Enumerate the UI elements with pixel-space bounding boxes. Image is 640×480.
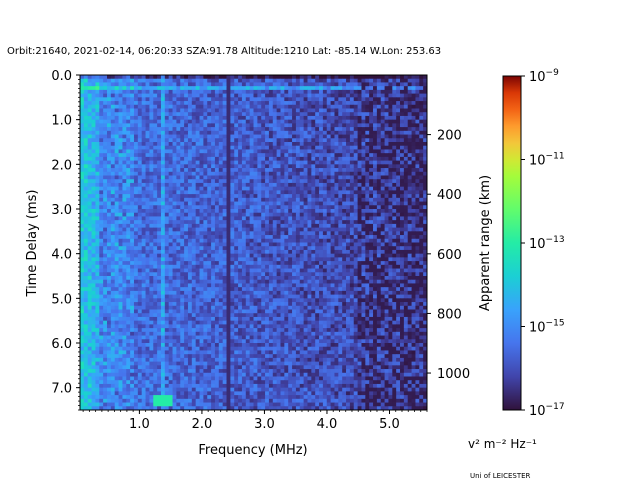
colorbar-unit-label: v² m⁻² Hz⁻¹ xyxy=(468,437,537,451)
colorbar-tick-label: 10−17 xyxy=(529,402,565,419)
x-tick-label: 1.0 xyxy=(129,417,150,432)
chart-title: Orbit:21640, 2021-02-14, 06:20:33 SZA:91… xyxy=(7,46,441,57)
colorbar-tick-label: 10−15 xyxy=(529,319,565,336)
y2-tick-label: 200 xyxy=(437,129,462,144)
y2-tick-label: 600 xyxy=(437,248,462,263)
y-tick-label: 4.0 xyxy=(51,248,72,263)
y-tick-label: 2.0 xyxy=(51,158,72,173)
x-tick-label: 4.0 xyxy=(317,417,338,432)
secondary-y-axis: 200 400 600 800 1000 xyxy=(427,129,470,382)
x-tick-label: 3.0 xyxy=(254,417,275,432)
x-tick-label: 5.0 xyxy=(379,417,400,432)
colorbar-tick-label: 10−11 xyxy=(529,152,565,169)
y2-tick-label: 400 xyxy=(437,188,462,203)
x-axis: 1.0 2.0 3.0 4.0 5.0 xyxy=(82,410,428,432)
y-tick-label: 5.0 xyxy=(51,292,72,307)
x-tick-label: 2.0 xyxy=(192,417,213,432)
colorbar xyxy=(502,75,522,411)
y2-tick-label: 800 xyxy=(437,307,462,322)
y2-tick-label: 1000 xyxy=(437,367,470,382)
colorbar-tick-label: 10−13 xyxy=(529,235,565,252)
y-tick-label: 7.0 xyxy=(51,382,72,397)
y-tick-label: 0.0 xyxy=(51,69,72,84)
credit-label: Uni of LEICESTER xyxy=(470,472,531,480)
y-tick-label: 6.0 xyxy=(51,337,72,352)
plot-frame xyxy=(79,74,428,411)
colorbar-ticks: 10−9 10−11 10−13 10−15 10−17 xyxy=(521,68,565,419)
secondary-y-axis-label: Apparent range (km) xyxy=(478,175,493,311)
y-axis-label: Time Delay (ms) xyxy=(25,190,40,298)
heatmap xyxy=(80,75,428,411)
y-tick-label: 3.0 xyxy=(51,203,72,218)
x-axis-label: Frequency (MHz) xyxy=(198,443,307,458)
y-tick-label: 1.0 xyxy=(51,114,72,129)
y-axis: 0.0 1.0 2.0 3.0 4.0 5.0 6.0 7.0 xyxy=(51,69,80,411)
colorbar-tick-label: 10−9 xyxy=(529,68,559,85)
